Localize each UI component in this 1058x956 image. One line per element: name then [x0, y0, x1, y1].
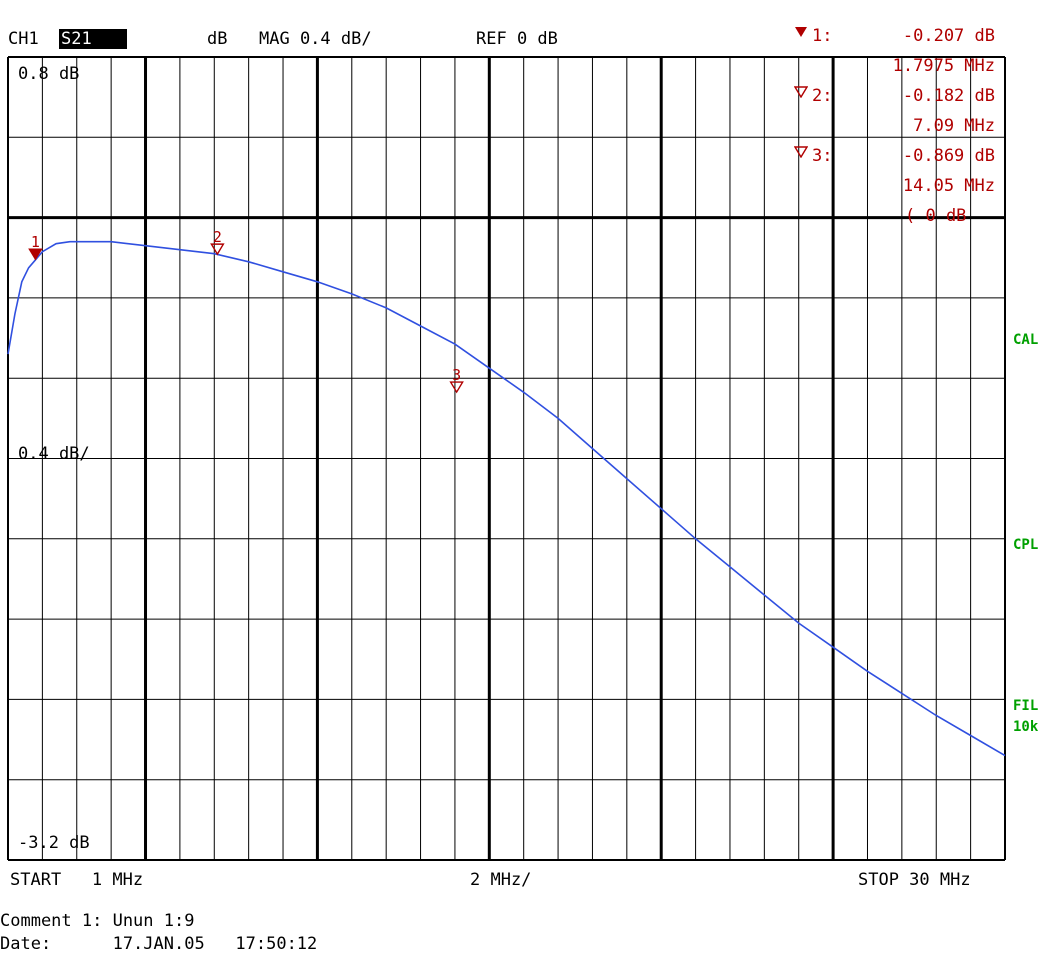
format-unit: dB: [207, 29, 228, 49]
stop-frequency: STOP 30 MHz: [858, 870, 971, 890]
date-line: Date: 17.JAN.05 17:50:12: [0, 934, 318, 954]
s21-trace: [7, 240, 1006, 757]
marker-1-value: -0.207 dB: [902, 26, 995, 46]
marker-1-freq: 1.7975 MHz: [892, 56, 995, 76]
reference-label: REF 0 dB: [476, 29, 558, 49]
marker-1-active-icon: [795, 27, 807, 37]
graticule: [7, 56, 1006, 861]
marker-1-label: 1:: [812, 26, 833, 46]
marker-3-value: -0.869 dB: [902, 146, 995, 166]
marker-2-number: 2: [213, 228, 222, 246]
marker-2-value: -0.182 dB: [902, 86, 995, 106]
marker-2-icon: [794, 86, 808, 98]
ref-level-note: ( 0 dB: [905, 206, 967, 226]
start-frequency: START 1 MHz: [10, 870, 144, 890]
marker-3-symbol: [449, 381, 464, 394]
cal-indicator: CAL: [1013, 332, 1039, 348]
parameter-label[interactable]: S21: [59, 29, 127, 49]
y-tick-scale: 0.4 dB/: [18, 444, 90, 464]
y-tick-top: 0.8 dB: [18, 64, 80, 84]
scale-label: MAG 0.4 dB/: [259, 29, 372, 49]
trace-markers: 1 2 3: [28, 228, 464, 394]
span-per-division: 2 MHz/: [470, 870, 532, 890]
comment-line: Comment 1: Unun 1:9: [0, 911, 195, 931]
fil-indicator: FIL: [1013, 698, 1039, 714]
cpl-indicator: CPL: [1013, 537, 1039, 553]
marker-1-number: 1: [31, 233, 40, 251]
marker-3-number: 3: [452, 366, 461, 384]
marker-2-freq: 7.09 MHz: [913, 116, 995, 136]
fil-bandwidth: 10k: [1013, 719, 1039, 735]
marker-2-symbol: [210, 243, 225, 256]
marker-2-label: 2:: [812, 86, 833, 106]
marker-3-icon: [794, 146, 808, 158]
marker-3-freq: 14.05 MHz: [902, 176, 995, 196]
channel-label: CH1: [8, 29, 39, 49]
marker-3-label: 3:: [812, 146, 833, 166]
marker-1-symbol: [28, 248, 43, 261]
y-tick-bottom: -3.2 dB: [18, 833, 90, 853]
